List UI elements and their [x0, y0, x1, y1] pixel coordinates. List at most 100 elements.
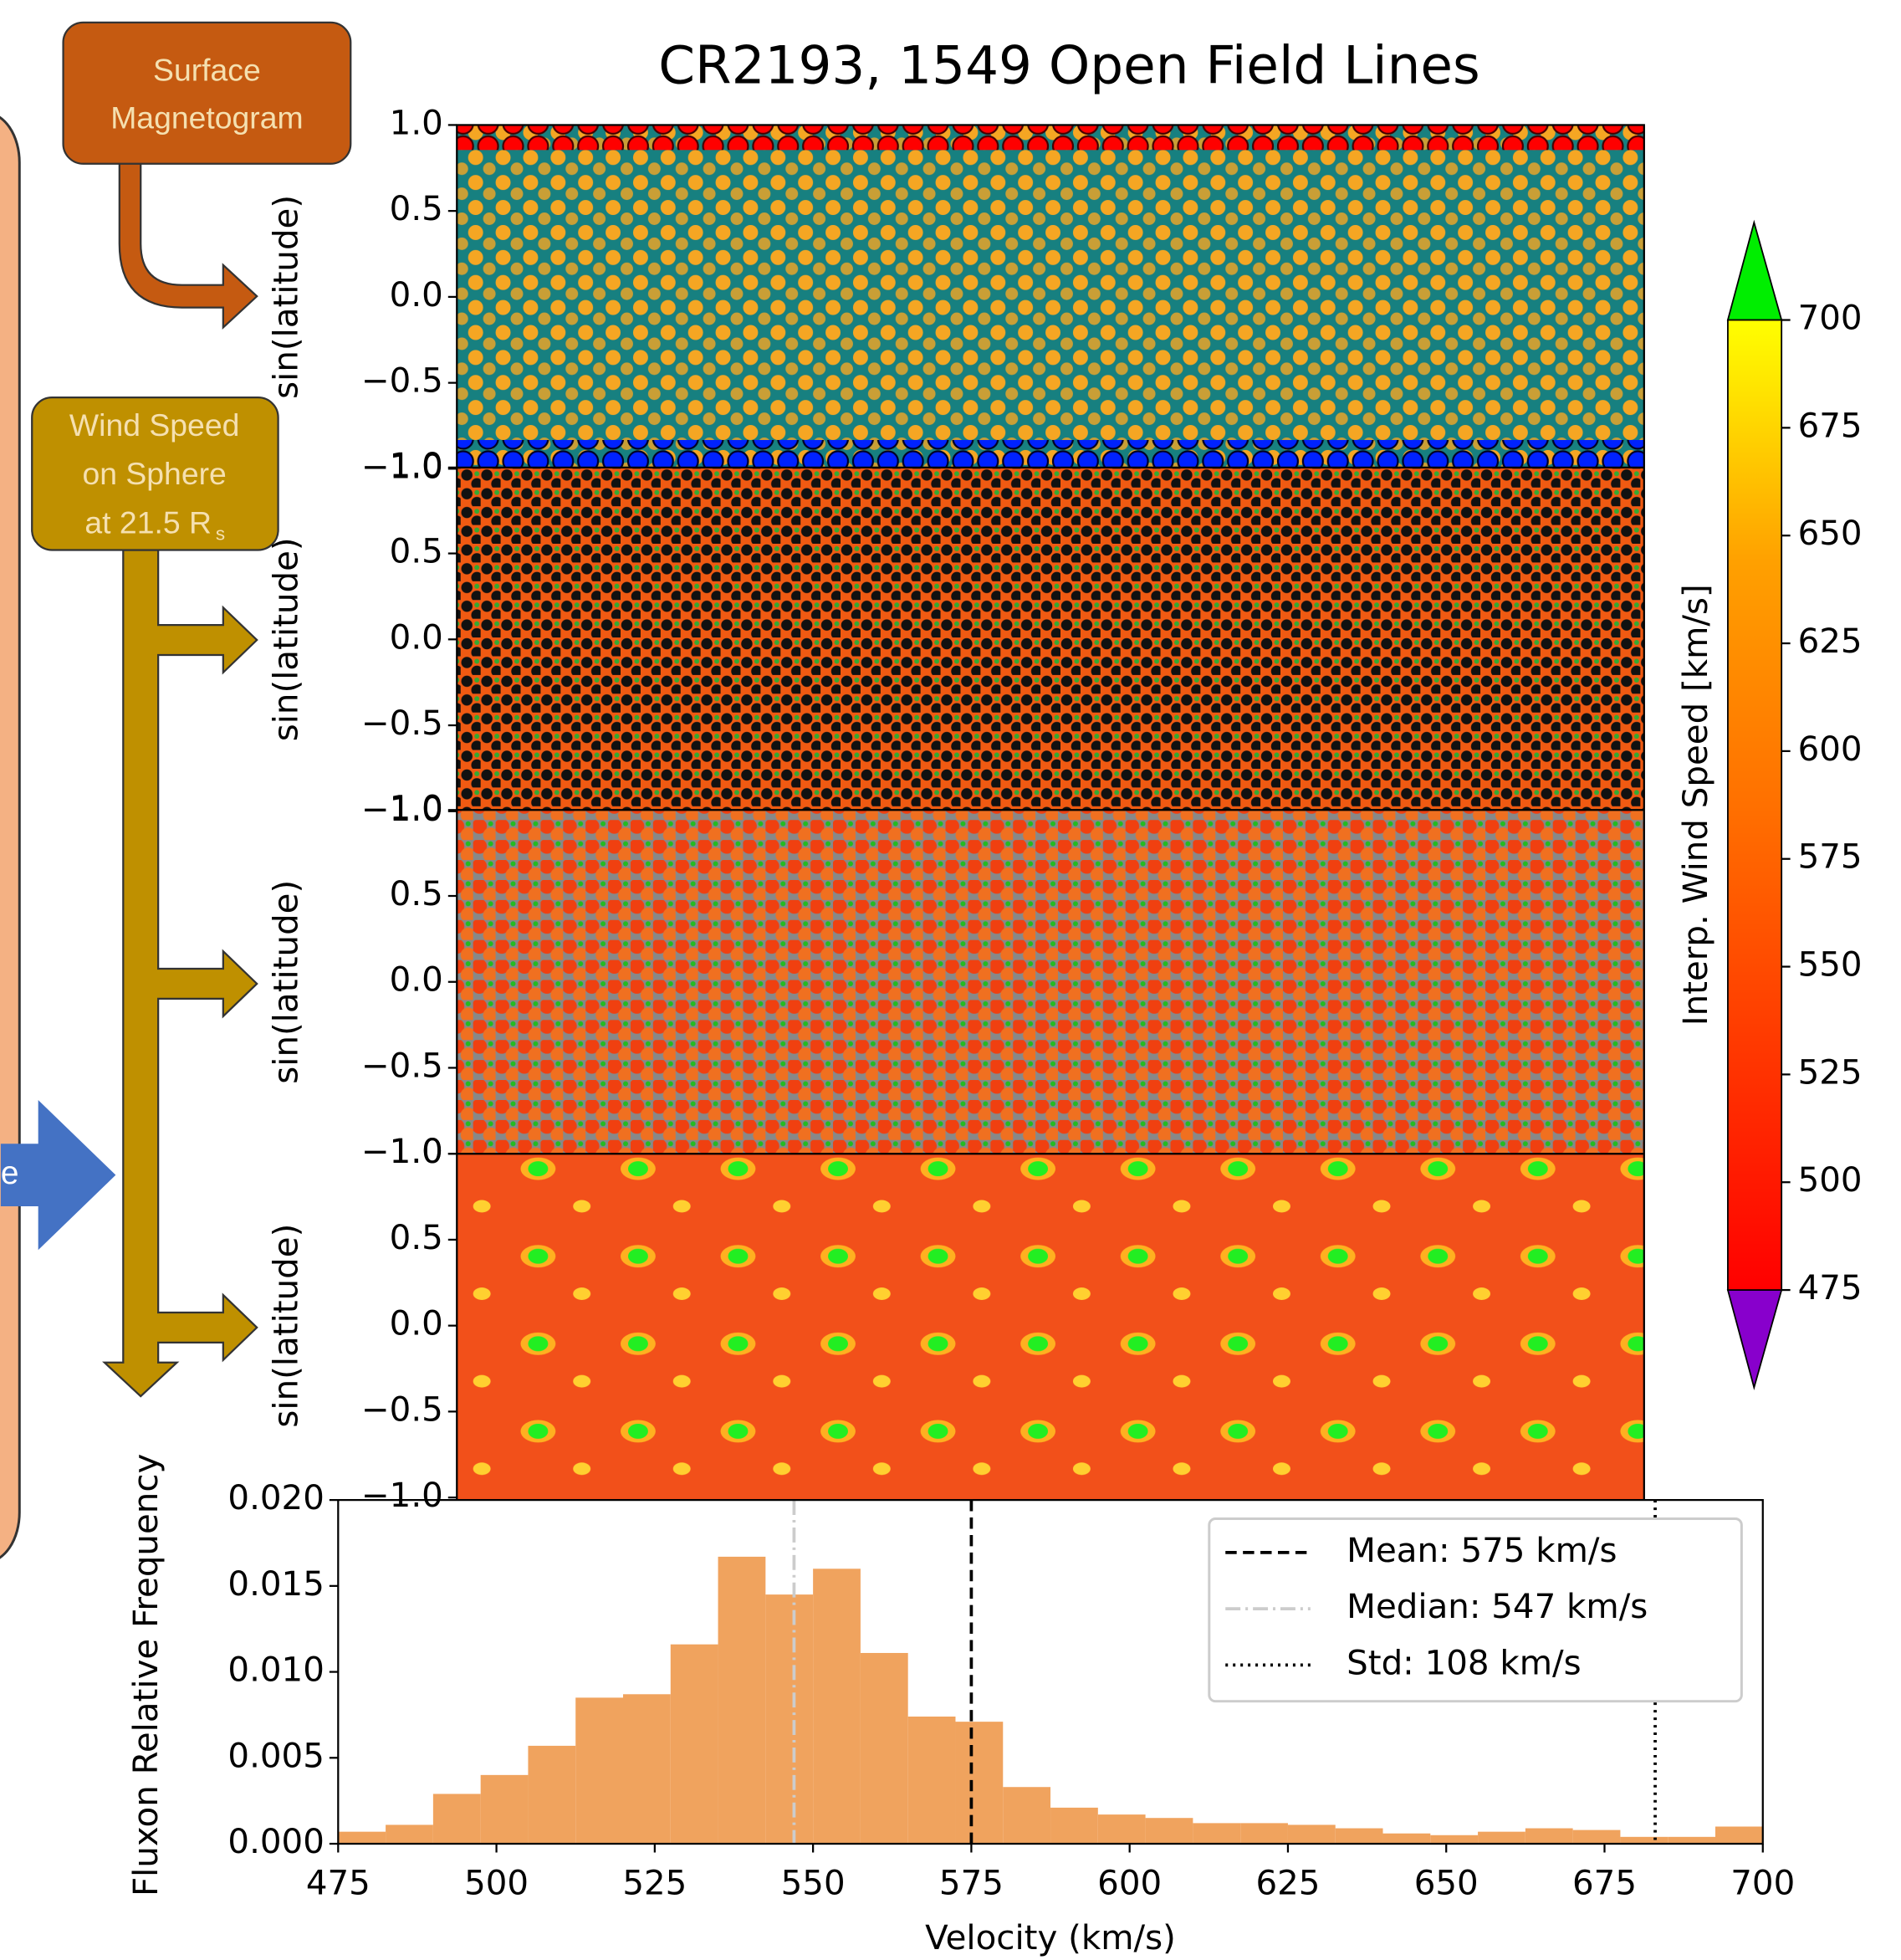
- bar: [1714, 1826, 1763, 1845]
- colorbar: [1727, 319, 1783, 1291]
- bar: [1478, 1831, 1525, 1845]
- x-tick-label: 500: [464, 1863, 529, 1902]
- x-tick-label: 675: [1572, 1863, 1637, 1902]
- y-tick-label: −0.5: [361, 361, 443, 401]
- panel-image: [457, 810, 1644, 1154]
- y-tick-label: −1.0: [361, 1476, 443, 1515]
- side-panel: [0, 115, 21, 1559]
- box: [62, 21, 352, 165]
- y-tick-label: 1.0: [390, 1132, 443, 1171]
- colorbar-extend: [1726, 1289, 1783, 1391]
- y-tick-label: −1.0: [361, 1132, 443, 1171]
- y-tick-label: 0.5: [390, 874, 443, 913]
- y-tick-label: 0.0: [390, 275, 443, 315]
- y-tick-label: −0.5: [361, 1389, 443, 1429]
- y-tick-label: −1.0: [361, 447, 443, 486]
- y-tick-label: 0.5: [390, 1218, 443, 1257]
- bar: [480, 1774, 529, 1845]
- y-axis-label: Fluxon Relative Frequency: [126, 1454, 166, 1896]
- box-text: on Sphere: [82, 456, 226, 491]
- y-axis-label: sin(latitude): [267, 537, 306, 741]
- bar: [623, 1694, 671, 1845]
- box-text: at 21.5 R: [84, 504, 212, 540]
- colorbar-tick-label: 700: [1798, 299, 1863, 338]
- colorbar-tick-label: 600: [1798, 729, 1863, 769]
- colorbar-tick-label: 500: [1798, 1160, 1863, 1200]
- panel-image: [457, 125, 1644, 151]
- bar: [1335, 1828, 1383, 1845]
- bar: [338, 1831, 386, 1845]
- colorbar-label: Interp. Wind Speed [km/s]: [1676, 584, 1715, 1026]
- bar: [1145, 1818, 1193, 1845]
- panel-image: [457, 439, 1644, 468]
- y-tick-label: 1.0: [390, 446, 443, 485]
- box-subscript: s: [216, 523, 225, 544]
- bar: [1240, 1823, 1288, 1845]
- colorbar-tick-label: 525: [1798, 1052, 1863, 1092]
- panel-image: [457, 1154, 1644, 1501]
- bar: [1525, 1828, 1573, 1845]
- y-axis-label: sin(latitude): [267, 1224, 306, 1428]
- legend-label: Mean: 575 km/s: [1347, 1531, 1617, 1570]
- x-tick-label: 525: [622, 1863, 687, 1902]
- bar: [1193, 1823, 1241, 1845]
- x-tick-label: 700: [1730, 1863, 1795, 1902]
- y-tick-label: 0.5: [390, 189, 443, 228]
- legend: [1208, 1517, 1743, 1703]
- bar: [1620, 1836, 1668, 1845]
- bar: [1050, 1807, 1098, 1845]
- y-axis-label: sin(latitude): [267, 195, 306, 399]
- x-tick-label: 550: [781, 1863, 846, 1902]
- box-text: Magnetogram: [110, 100, 303, 135]
- box-text: Surface: [153, 53, 261, 88]
- bar: [1668, 1836, 1715, 1845]
- chart-title: CR2193, 1549 Open Field Lines: [658, 34, 1479, 95]
- panel-image: [457, 467, 1644, 811]
- arrow: [118, 161, 258, 330]
- y-tick-label: 0.005: [227, 1736, 324, 1775]
- y-axis-label: sin(latitude): [267, 880, 306, 1084]
- x-tick-label: 600: [1097, 1863, 1162, 1902]
- x-tick-label: 575: [939, 1863, 1004, 1902]
- y-tick-label: 0.010: [227, 1650, 324, 1690]
- bar: [955, 1722, 1004, 1845]
- bar: [1572, 1830, 1621, 1845]
- y-tick-label: −0.5: [361, 1046, 443, 1085]
- bar: [386, 1824, 433, 1845]
- bar: [670, 1644, 718, 1845]
- x-tick-label: 650: [1414, 1863, 1479, 1902]
- y-tick-label: −1.0: [361, 790, 443, 829]
- blue-arrow: [0, 1099, 116, 1251]
- colorbar-extend: [1726, 219, 1783, 321]
- colorbar-tick-label: 475: [1798, 1268, 1863, 1308]
- x-axis-label: Velocity (km/s): [925, 1918, 1176, 1957]
- bar: [813, 1569, 861, 1845]
- colorbar-tick-label: 575: [1798, 837, 1863, 877]
- bar: [765, 1594, 814, 1845]
- legend-label: Std: 108 km/s: [1347, 1643, 1581, 1682]
- bar: [907, 1716, 956, 1845]
- bar: [718, 1556, 766, 1845]
- panel-image: [457, 125, 1644, 468]
- legend-label: Median: 547 km/s: [1347, 1587, 1648, 1626]
- wind-box: Wind Speed on Sphere at 21.5 R s: [31, 397, 279, 1398]
- y-tick-label: 0.0: [390, 617, 443, 657]
- y-tick-label: 0.000: [227, 1822, 324, 1861]
- x-tick-label: 625: [1255, 1863, 1320, 1902]
- bar: [1003, 1787, 1051, 1845]
- bar: [575, 1697, 624, 1845]
- bar: [1097, 1814, 1146, 1845]
- y-tick-label: 0.0: [390, 960, 443, 1000]
- y-tick-label: −0.5: [361, 704, 443, 743]
- bar: [1287, 1824, 1336, 1845]
- y-tick-label: 0.015: [227, 1564, 324, 1604]
- y-tick-label: 0.0: [390, 1304, 443, 1343]
- colorbar-tick-label: 550: [1798, 945, 1863, 985]
- y-tick-label: 1.0: [390, 788, 443, 827]
- bar: [860, 1652, 908, 1845]
- box: [31, 397, 279, 551]
- x-tick-label: 475: [306, 1863, 370, 1902]
- bar: [1382, 1833, 1431, 1845]
- arrow-text: e: [1, 1155, 19, 1191]
